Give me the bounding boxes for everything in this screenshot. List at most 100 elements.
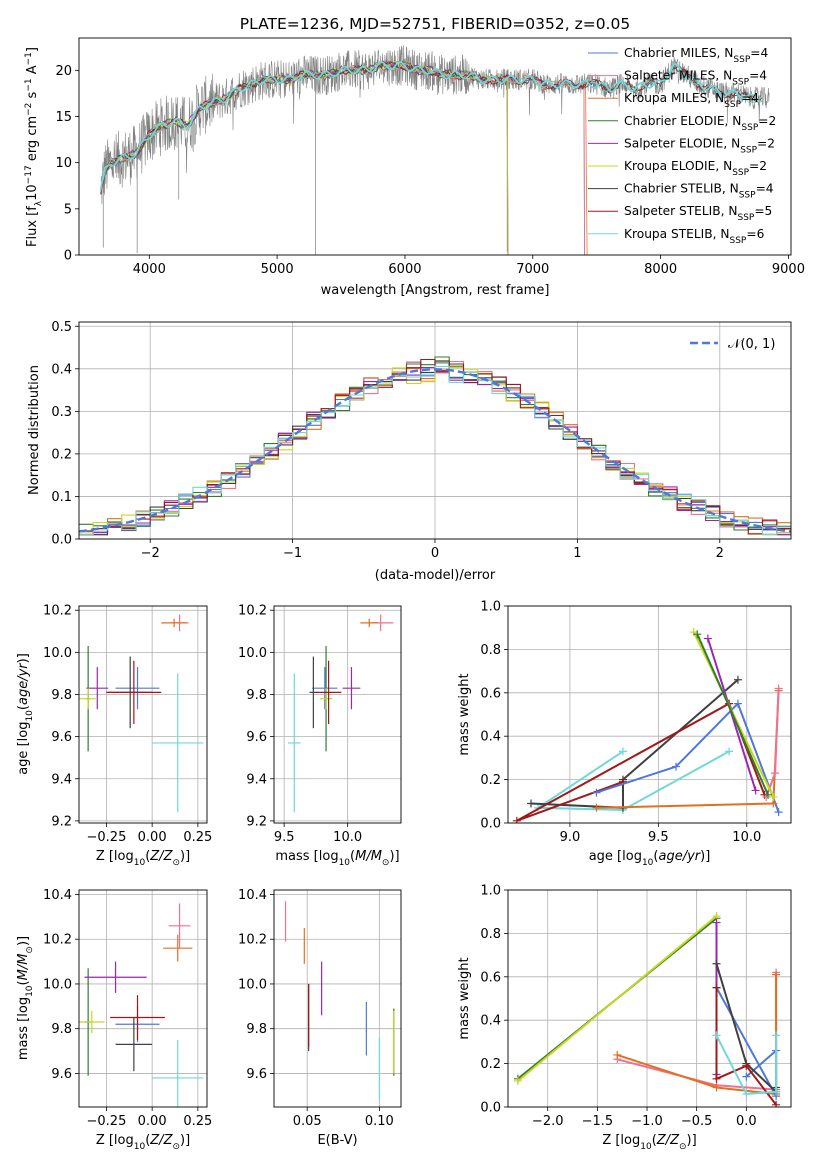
spectrum-model-line — [100, 60, 763, 195]
x-tick-label: 7000 — [516, 262, 549, 277]
y-tick-label: 10.0 — [43, 977, 72, 992]
x-tick-label: −1 — [283, 546, 302, 561]
plot-layer: 4000 5000 6000 7000 8000 900005101520Chabrier… — [16, 37, 805, 1152]
x-tick-label: 2 — [716, 546, 724, 561]
x-tick-label: 0.10 — [365, 1114, 394, 1129]
mass_vs_Z-frame — [78, 889, 208, 1108]
weight-point-marker — [769, 792, 778, 801]
x-axis-label: Z [log10(Z/Z⊙)] — [96, 849, 190, 868]
y-tick-label: 0.2 — [480, 773, 501, 788]
weight-point-marker — [712, 1074, 721, 1083]
weight-point-marker — [618, 747, 627, 756]
legend-label: Kroupa STELIB, NSSP=6 — [624, 227, 764, 246]
residuals-frame — [78, 321, 792, 540]
y-tick-label: 0.1 — [51, 490, 72, 505]
y-tick-label: 0.8 — [480, 927, 501, 942]
x-tick-label: −1.0 — [631, 1114, 663, 1129]
clip-mass_vs_Z-group — [79, 903, 204, 1107]
y-tick-label: 9.8 — [246, 688, 267, 703]
age_vs_mass-axes: 9.5 10.0 9.2 9.4 9.6 9.8 10.0 10.2 — [238, 604, 401, 845]
legend-label: Salpeter MILES, NSSP=4 — [624, 69, 767, 88]
y-tick-label: 10.2 — [43, 604, 72, 619]
spectrum-model-line — [100, 60, 509, 255]
weight-series-line — [530, 679, 739, 809]
y-tick-label: 0.4 — [480, 1014, 501, 1029]
y-tick-label: 0 — [64, 249, 72, 264]
weight-point-marker — [751, 786, 760, 795]
y-tick-label: 9.4 — [51, 772, 72, 787]
y-axis-label: mass weight — [457, 673, 472, 755]
x-tick-label: −0.25 — [87, 1114, 127, 1129]
weight-point-marker — [512, 816, 521, 823]
weight-point-marker — [672, 762, 681, 771]
weight-point-marker — [764, 790, 773, 799]
y-tick-label: 10.2 — [238, 933, 267, 948]
y-tick-label: 10.4 — [238, 888, 267, 903]
x-tick-label: 0.00 — [138, 1114, 167, 1129]
y-tick-label: 5 — [64, 202, 72, 217]
weight-point-marker — [592, 788, 601, 797]
residuals-axes: −2 −1 0 1 2 0.0 0.1 0.2 0.3 0.4 0.5 — [51, 320, 791, 561]
x-tick-label: 9.5 — [648, 830, 669, 845]
x-tick-label: 0.05 — [293, 1114, 322, 1129]
x-axis-label: E(B-V) — [317, 1133, 357, 1148]
legend-label: 𝒩(0, 1) — [728, 337, 775, 352]
y-tick-label: 20 — [55, 64, 72, 79]
y-tick-label: 0.0 — [480, 1101, 501, 1116]
spectrum-model-line — [100, 61, 509, 255]
y-tick-label: 9.6 — [246, 730, 267, 745]
mass_vs_ebv-frame — [273, 889, 402, 1108]
x-tick-label: 1 — [573, 546, 581, 561]
spectrum-model-line — [100, 60, 588, 255]
weight-point-marker — [526, 799, 535, 808]
y-tick-label: 10.4 — [43, 888, 72, 903]
figure-title: PLATE=1236, MJD=52751, FIBERID=0352, z=0… — [240, 15, 630, 33]
weight-point-marker — [774, 808, 783, 817]
y-tick-label: 9.8 — [51, 688, 72, 703]
age_vs_mass-frame — [273, 605, 402, 824]
y-tick-label: 15 — [55, 110, 72, 125]
clip-weight_vs_age-group — [512, 628, 783, 823]
clip-age_vs_mass-group — [287, 614, 394, 813]
x-tick-label: 0 — [431, 546, 439, 561]
y-tick-label: 10.2 — [43, 933, 72, 948]
y-tick-label: 10.0 — [238, 977, 267, 992]
weight_vs_age-frame — [507, 605, 792, 824]
y-tick-label: 10.0 — [238, 646, 267, 661]
weight-point-marker — [742, 1072, 751, 1081]
y-tick-label: 0.2 — [480, 1057, 501, 1072]
y-tick-label: 9.2 — [51, 814, 72, 829]
y-tick-label: 9.4 — [246, 772, 267, 787]
x-tick-label: 5000 — [261, 262, 294, 277]
x-tick-label: 10.0 — [333, 830, 362, 845]
legend-label: Kroupa MILES, NSSP=4 — [624, 91, 759, 110]
weight-series-line — [596, 701, 780, 813]
y-tick-label: 9.8 — [51, 1022, 72, 1037]
x-axis-label: wavelength [Angstrom, rest frame] — [321, 283, 550, 298]
clip-age_vs_Z-group — [79, 614, 204, 813]
spectrum-frame — [78, 37, 792, 256]
y-tick-label: 10.0 — [43, 646, 72, 661]
y-axis-label: Flux [fλ10−17 erg cm−2 s−1 A−1] — [24, 47, 44, 247]
y-axis-label: mass [log10(M/M⊙)] — [16, 936, 35, 1060]
weight-point-marker — [693, 630, 702, 639]
legend-label: Salpeter ELODIE, NSSP=2 — [624, 136, 775, 155]
weight-point-marker — [592, 803, 601, 812]
weight-point-marker — [725, 747, 734, 756]
weight-point-marker — [712, 918, 721, 927]
legend-label: Chabrier MILES, NSSP=4 — [624, 46, 768, 65]
weight-point-marker — [771, 769, 780, 778]
x-tick-label: 6000 — [388, 262, 421, 277]
weight-point-marker — [733, 699, 742, 708]
weight-point-marker — [733, 675, 742, 684]
y-tick-label: 0.0 — [51, 533, 72, 548]
y-tick-label: 9.6 — [51, 730, 72, 745]
weight-point-marker — [712, 1031, 721, 1040]
histogram-step-line — [79, 358, 791, 536]
y-tick-label: 1.0 — [480, 600, 501, 615]
weight-point-marker — [613, 1050, 622, 1059]
spectrum-model-line — [100, 60, 586, 255]
x-axis-label: Z [log10(Z/Z⊙)] — [602, 1133, 696, 1152]
y-axis-label: mass weight — [457, 957, 472, 1039]
x-tick-label: −2 — [141, 546, 160, 561]
